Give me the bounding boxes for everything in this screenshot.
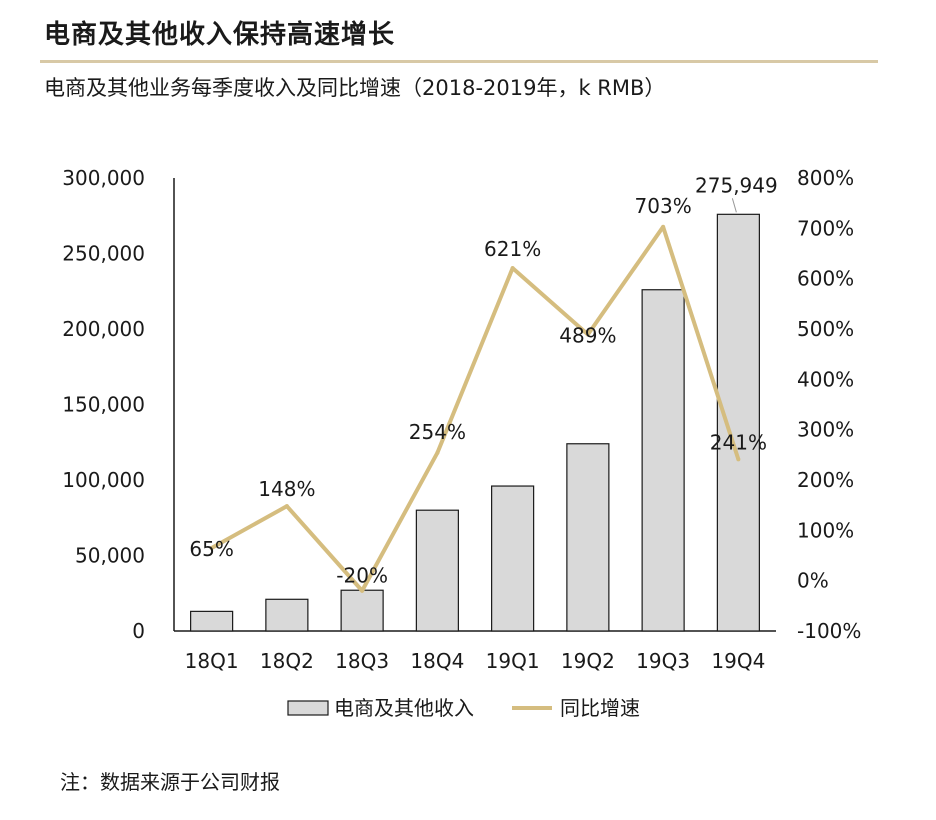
y-left-tick-label: 0 [132,619,145,643]
x-tick-label: 19Q3 [636,649,690,673]
y-left-tick-label: 100,000 [62,468,145,492]
x-tick-label: 18Q4 [410,649,464,673]
legend-swatch-bar [287,700,329,716]
line-point [736,457,741,462]
y-left-tick-label: 150,000 [62,393,145,417]
chart-subtitle: 电商及其他业务每季度收入及同比增速（2018-2019年，k RMB） [44,76,666,100]
x-tick-label: 19Q2 [561,649,615,673]
line-point [360,588,365,593]
line-point [510,266,515,271]
y-left-tick-label: 250,000 [62,242,145,266]
line-series [209,224,741,593]
y-right-tick-label: 200% [797,468,854,492]
growth-line [210,224,741,593]
line-data-label: 703% [635,194,692,218]
bar [190,610,234,632]
title-divider [40,60,878,63]
line-data-label: 621% [484,237,541,261]
bar [340,589,384,632]
line-data-label: 489% [559,324,616,348]
legend-label-line: 同比增速 [560,696,640,720]
bar [641,289,685,632]
line-point [585,332,590,337]
chart-legend: 电商及其他收入 同比增速 [287,696,640,720]
x-tick-label: 18Q1 [185,649,239,673]
bar [415,509,459,632]
line-data-label: 65% [189,537,233,561]
x-tick-label: 18Q2 [260,649,314,673]
line-point [284,504,289,509]
line-point [435,450,440,455]
y-right-tick-label: 100% [797,518,854,542]
chart-axes: 0 50,000 100,000 150,000 200,000 250,000 300,0… [62,166,861,673]
x-tick-label: 19Q1 [486,649,540,673]
bar-series [190,213,760,632]
x-tick-label: 18Q3 [335,649,389,673]
y-right-tick-label: 0% [797,569,829,593]
line-data-label: 254% [409,420,466,444]
legend-label-bar: 电商及其他收入 [334,696,474,720]
y-left-tick-label: 200,000 [62,317,145,341]
line-point [661,224,666,229]
y-right-tick-label: 800% [797,166,854,190]
y-right-tick-label: 400% [797,367,854,391]
y-right-tick-label: -100% [797,619,861,643]
y-left-tick-label: 300,000 [62,166,145,190]
source-note: 注：数据来源于公司财报 [60,770,280,794]
bar [716,213,760,632]
line-data-label: 148% [258,477,315,501]
page-title: 电商及其他收入保持高速增长 [44,20,396,50]
y-right-tick-label: 500% [797,317,854,341]
data-labels: 65% 148% -20% 254% 621% 489% 703% 241% 275,949 [189,173,777,587]
bar [265,598,309,632]
line-point [209,545,214,550]
y-left-tick-label: 50,000 [75,544,145,568]
y-right-tick-label: 700% [797,216,854,240]
bar-data-label: 275,949 [695,173,778,197]
label-leader [731,198,737,213]
bar [566,443,610,632]
line-data-label: 241% [710,430,767,454]
bar [491,485,535,632]
x-tick-label: 19Q4 [711,649,765,673]
combo-chart: 0 50,000 100,000 150,000 200,000 250,000 300,0… [62,166,861,720]
line-data-label: -20% [336,564,388,588]
y-right-tick-label: 600% [797,267,854,291]
y-right-tick-label: 300% [797,418,854,442]
